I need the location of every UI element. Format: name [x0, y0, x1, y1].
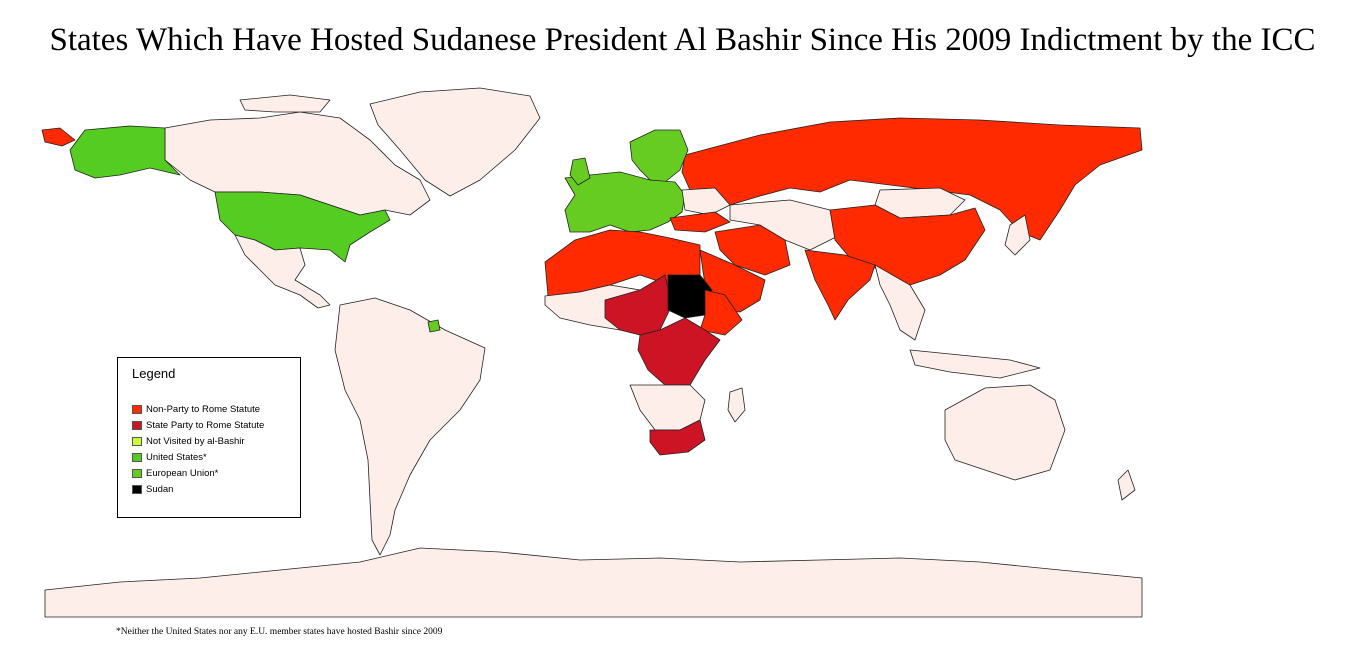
legend-label: European Union*: [146, 468, 219, 479]
legend-swatch: [132, 485, 142, 494]
southeast-asia: [874, 264, 926, 341]
legend-item-not-visited: Not Visited by al-Bashir: [132, 436, 245, 447]
scandinavia: [629, 129, 689, 183]
legend-swatch: [132, 469, 142, 478]
legend-swatch: [132, 437, 142, 446]
legend-swatch: [132, 421, 142, 430]
madagascar: [727, 387, 746, 423]
footnote: *Neither the United States nor any E.U. …: [116, 627, 443, 637]
legend-label: Sudan: [146, 484, 174, 495]
legend-item-state-party: State Party to Rome Statute: [132, 420, 264, 431]
india: [804, 249, 876, 321]
central-africa: [637, 317, 721, 386]
antarctica: [44, 547, 1143, 618]
legend-item-european-union: European Union*: [132, 468, 218, 479]
nigeria-chad: [604, 274, 673, 336]
greenland: [369, 87, 541, 197]
japan: [1004, 214, 1031, 256]
australia: [944, 384, 1066, 481]
legend-label: United States*: [146, 452, 207, 463]
legend-title: Legend: [132, 366, 176, 381]
legend: Legend Non-Party to Rome Statute State P…: [117, 357, 301, 518]
arctic-islands: [239, 94, 331, 113]
french-guiana: [427, 319, 441, 333]
south-africa: [649, 419, 706, 456]
indonesia: [909, 349, 1041, 379]
legend-item-non-party: Non-Party to Rome Statute: [132, 404, 260, 415]
new-zealand: [1117, 469, 1136, 501]
map-title: States Which Have Hosted Sudanese Presid…: [49, 22, 1316, 58]
horn-of-africa: [699, 289, 743, 336]
legend-swatch: [132, 405, 142, 414]
legend-item-sudan: Sudan: [132, 484, 173, 495]
legend-label: State Party to Rome Statute: [146, 420, 265, 431]
legend-swatch: [132, 453, 142, 462]
alaska: [69, 125, 181, 179]
ukraine: [681, 187, 731, 216]
legend-item-united-states: United States*: [132, 452, 207, 463]
south-america: [334, 297, 486, 556]
uk: [569, 157, 591, 186]
europe: [564, 171, 686, 233]
russia: [681, 117, 1143, 241]
mexico: [234, 234, 331, 309]
chukotka: [41, 127, 76, 147]
central-asia: [729, 199, 841, 251]
turkey: [669, 211, 731, 233]
legend-label: Non-Party to Rome Statute: [146, 404, 261, 415]
legend-label: Not Visited by al-Bashir: [146, 436, 245, 447]
